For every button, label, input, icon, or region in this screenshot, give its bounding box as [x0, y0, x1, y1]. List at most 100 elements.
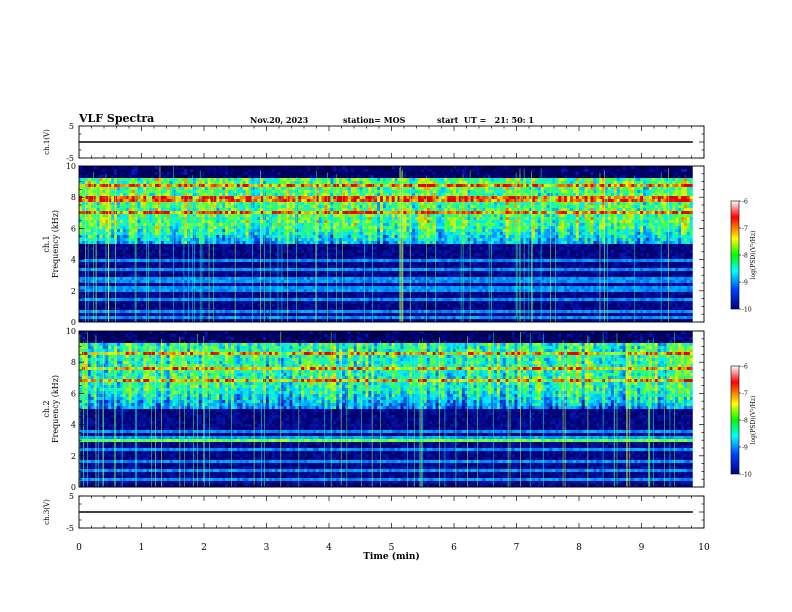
spectrogram-cell [394, 205, 398, 209]
spectrogram-cell [263, 217, 267, 221]
spectrogram-cell [210, 172, 214, 176]
spectrogram-cell [140, 208, 144, 212]
spectrogram-cell [377, 208, 381, 212]
spectrogram-cell [298, 199, 302, 203]
spectrogram-cell [523, 190, 527, 194]
spectrogram-cell [356, 217, 360, 221]
spectrogram-cell [79, 184, 83, 188]
spectrogram-cell [152, 208, 156, 212]
spectrogram-cell [426, 226, 431, 230]
spectrogram-cell [160, 220, 165, 224]
spectrogram-cell [488, 172, 492, 176]
spectrogram-cell [426, 187, 431, 191]
spectrogram-cell [543, 226, 548, 230]
spectrogram-cell [689, 202, 694, 206]
spectrogram-cell [613, 196, 618, 200]
spectrogram-cell [420, 202, 425, 206]
spectrogram-cell [90, 220, 95, 224]
spectrogram-cell [146, 187, 150, 191]
spectrogram-cell [312, 205, 317, 209]
spectrogram-cell [575, 208, 580, 212]
spectrogram-cell [301, 217, 305, 221]
spectrogram-cell [81, 229, 86, 233]
spectrogram-cell [494, 199, 498, 203]
spectrogram-cell [87, 166, 92, 170]
spectrogram-cell [84, 229, 89, 233]
spectrogram-cell [494, 169, 498, 173]
spectrogram-cell [108, 169, 112, 173]
spectrogram-cell [119, 166, 124, 170]
spectrogram-cell [438, 181, 442, 185]
spectrogram-cell [154, 172, 159, 176]
spectrogram-cell [146, 211, 150, 215]
spectrogram-cell [81, 181, 86, 185]
spectrogram-cell [537, 220, 542, 224]
spectrogram-cell [532, 175, 536, 179]
spectrogram-cell [458, 226, 463, 230]
spectrogram-cell [385, 193, 390, 197]
spectrogram-cell [444, 223, 448, 227]
spectrogram-cell [175, 235, 179, 239]
spectrogram-cell [678, 184, 682, 188]
spectrogram-cell [93, 196, 97, 200]
spectrogram-cell [388, 172, 393, 176]
spectrogram-cell [675, 187, 679, 191]
spectrogram-cell [681, 196, 685, 200]
spectrogram-cell [605, 199, 609, 203]
spectrogram-cell [219, 166, 223, 170]
spectrogram-cell [441, 208, 445, 212]
spectrogram-cell [491, 229, 495, 233]
spectrogram-cell [181, 184, 185, 188]
spectrogram-cell [219, 208, 223, 212]
spectrogram-cell [485, 193, 489, 197]
spectrogram-cell [230, 169, 235, 173]
spectrogram-cell [219, 223, 223, 227]
spectrogram-cell [122, 208, 127, 212]
spectrogram-cell [342, 181, 346, 185]
spectrogram-cell [593, 229, 597, 233]
spectrogram-cell [233, 184, 238, 188]
spectrogram-cell [400, 205, 404, 209]
spectrogram-cell [511, 187, 515, 191]
spectrogram-cell [567, 205, 571, 209]
spectrogram-cell [292, 172, 296, 176]
spectrogram-cell [385, 232, 390, 236]
spectrogram-cell [111, 169, 115, 173]
spectrogram-cell [423, 184, 428, 188]
spectrogram-cell [280, 190, 284, 194]
spectrogram-cell [116, 187, 121, 191]
spectrogram-cell [549, 226, 553, 230]
spectrogram-cell [216, 184, 220, 188]
spectrogram-cell [570, 187, 574, 191]
spectrogram-cell [654, 208, 659, 212]
spectrogram-cell [607, 181, 612, 185]
spectrogram-cell [552, 172, 556, 176]
spectrogram-cell [201, 166, 206, 170]
spectrogram-cell [292, 217, 296, 221]
spectrogram-cell [374, 187, 378, 191]
spectrogram-cell [254, 223, 258, 227]
spectrogram-cell [152, 175, 156, 179]
spectrogram-cell [511, 178, 515, 182]
spectrogram-cell [607, 229, 612, 233]
spectrogram-cell [289, 205, 293, 209]
spectrogram-cell [128, 208, 132, 212]
spectrogram-cell [476, 172, 480, 176]
spectrogram-cell [140, 202, 144, 206]
spectrogram-cell [628, 202, 632, 206]
spectrogram-cell [435, 187, 439, 191]
spectrogram-cell [444, 202, 448, 206]
spectrogram-cell [181, 169, 185, 173]
spectrogram-cell [555, 175, 559, 179]
spectrogram-cell [315, 172, 320, 176]
spectrogram-cell [175, 169, 179, 173]
spectrogram-cell [456, 175, 460, 179]
spectrogram-cell [157, 175, 162, 179]
spectrogram-cell [400, 166, 404, 170]
spectrogram-cell [201, 214, 206, 218]
spectrogram-cell [344, 223, 349, 227]
spectrogram-cell [467, 205, 472, 209]
spectrogram-cell [225, 202, 229, 206]
spectrogram-cell [505, 226, 510, 230]
spectrogram-cell [257, 226, 261, 230]
